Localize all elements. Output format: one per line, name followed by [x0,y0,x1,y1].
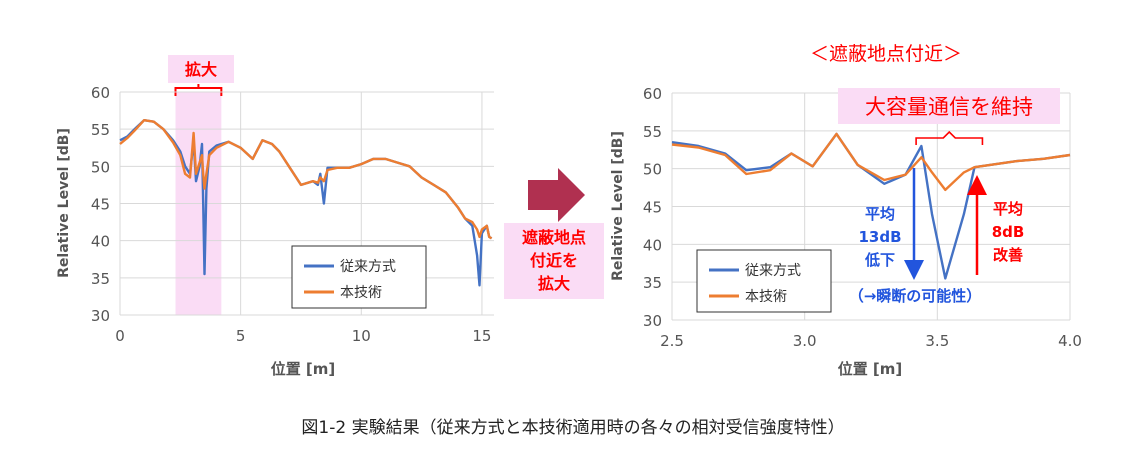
y-tick-label: 55 [91,121,110,139]
chart-title-right: ＜遮蔽地点付近＞ [810,43,962,65]
x-tick-label: 4.0 [1058,332,1082,350]
y-tick-label: 50 [91,158,110,176]
drop-label-line-3: 低下 [864,251,895,269]
arrow-label-line-1: 遮蔽地点 [522,228,586,247]
y-tick-label: 35 [643,274,662,292]
improve-label-line-1: 平均 [993,200,1023,218]
x-tick-label: 10 [352,327,371,345]
x-tick-label: 5 [236,327,246,345]
improve-label-line-2: 8dB [992,223,1025,241]
legend-right [696,249,832,313]
arrow-label-line-3: 拡大 [538,274,570,293]
y-axis-label-right: Relative Level [dB] [610,131,626,281]
zoom-arrow: 遮蔽地点 付近を 拡大 [504,168,604,299]
arrow-label-box [504,223,604,299]
highlight-label-box [168,55,234,83]
legend-label-proposed-right: 本技術 [745,289,787,305]
x-axis-label-right: 位置 [m] [838,360,903,378]
x-tick-label: 2.5 [660,332,684,350]
x-ticks-left: 0 5 10 15 [115,327,491,345]
drop-label-line-1: 平均 [865,205,895,223]
y-ticks-left: 30 35 40 45 50 55 60 [91,84,110,325]
y-axis-label-left: Relative Level [dB] [56,128,72,278]
legend-label-conventional: 従来方式 [340,259,396,275]
figure-caption: 図1-2 実験結果（従来方式と本技術適用時の各々の相対受信強度特性） [301,418,845,438]
y-tick-label: 30 [91,307,110,325]
arrow-label-line-2: 付近を [530,251,578,270]
arrow-icon [528,168,585,222]
y-tick-label: 45 [91,196,110,214]
y-tick-label: 55 [643,123,662,141]
bracket-label: 大容量通信を維持 [865,95,1033,119]
drop-label-line-2: 13dB [858,228,901,246]
x-ticks-right: 2.5 3.0 3.5 4.0 [660,332,1082,350]
legend-label-proposed: 本技術 [340,285,382,301]
y-tick-label: 45 [643,199,662,217]
improve-label-line-3: 改善 [993,246,1023,264]
grid-right [671,92,1071,321]
highlight-label: 拡大 [185,60,217,79]
x-axis-label-left: 位置 [m] [271,360,336,378]
x-tick-label: 15 [472,327,491,345]
y-tick-label: 60 [643,85,662,103]
chart-left: 拡大 30 35 40 45 50 55 60 0 5 10 15 Relative Level … [56,55,494,378]
drop-note: （→瞬断の可能性） [849,287,982,305]
legend-label-conventional-right: 従来方式 [745,263,801,279]
legend-left [291,245,427,309]
series-proposed-right [671,132,1071,192]
chart-right: ＜遮蔽地点付近＞ 30 35 40 45 50 55 60 2.5 3.0 3.5 4.0 Rel… [610,43,1082,378]
grid-left [119,91,494,316]
x-tick-label: 3.0 [793,332,817,350]
y-tick-label: 60 [91,84,110,102]
y-tick-label: 50 [643,161,662,179]
y-tick-label: 30 [643,312,662,330]
y-tick-label: 40 [91,233,110,251]
y-ticks-right: 30 35 40 45 50 55 60 [643,85,662,330]
x-tick-label: 3.5 [925,332,949,350]
y-tick-label: 40 [643,236,662,254]
bracket-label-box [838,88,1060,124]
y-tick-label: 35 [91,270,110,288]
bracket-mark [915,130,984,145]
series-proposed-left [119,118,493,240]
x-tick-label: 0 [115,327,125,345]
